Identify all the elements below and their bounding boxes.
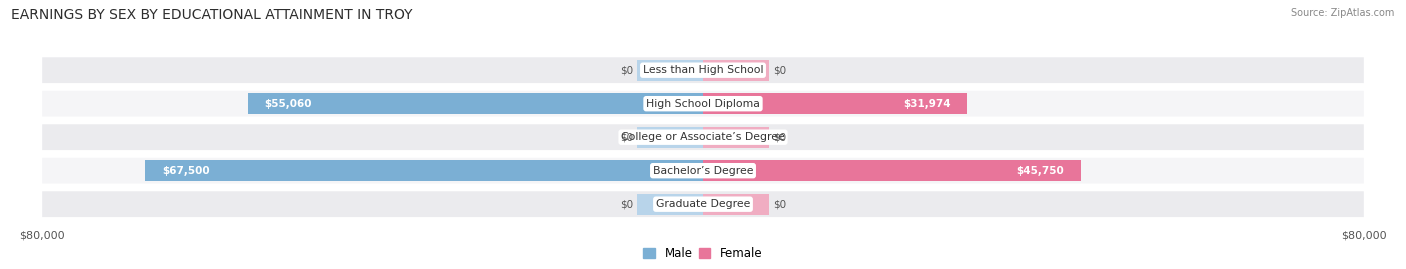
Bar [703, 93, 967, 114]
Text: Bachelor’s Degree: Bachelor’s Degree [652, 166, 754, 176]
Text: $55,060: $55,060 [264, 99, 312, 109]
Text: $31,974: $31,974 [903, 99, 950, 109]
Bar [703, 194, 769, 215]
FancyBboxPatch shape [42, 158, 1364, 183]
FancyBboxPatch shape [42, 124, 1364, 150]
Bar [145, 160, 703, 181]
Bar [637, 194, 703, 215]
Text: Less than High School: Less than High School [643, 65, 763, 75]
Text: High School Diploma: High School Diploma [647, 99, 759, 109]
Text: $0: $0 [620, 132, 633, 142]
Text: $0: $0 [773, 132, 786, 142]
Text: Source: ZipAtlas.com: Source: ZipAtlas.com [1291, 8, 1395, 18]
Text: EARNINGS BY SEX BY EDUCATIONAL ATTAINMENT IN TROY: EARNINGS BY SEX BY EDUCATIONAL ATTAINMEN… [11, 8, 413, 22]
Bar [703, 160, 1081, 181]
Text: $0: $0 [773, 199, 786, 209]
Bar [637, 127, 703, 148]
FancyBboxPatch shape [42, 91, 1364, 116]
Text: $0: $0 [620, 65, 633, 75]
FancyBboxPatch shape [42, 57, 1364, 83]
Text: Graduate Degree: Graduate Degree [655, 199, 751, 209]
Text: $45,750: $45,750 [1017, 166, 1064, 176]
Bar [249, 93, 703, 114]
Text: College or Associate’s Degree: College or Associate’s Degree [621, 132, 785, 142]
FancyBboxPatch shape [42, 191, 1364, 217]
Text: $67,500: $67,500 [162, 166, 209, 176]
Bar [703, 60, 769, 81]
Bar [637, 60, 703, 81]
Text: $0: $0 [773, 65, 786, 75]
Text: $0: $0 [620, 199, 633, 209]
Legend: Male, Female: Male, Female [638, 242, 768, 264]
Bar [703, 127, 769, 148]
